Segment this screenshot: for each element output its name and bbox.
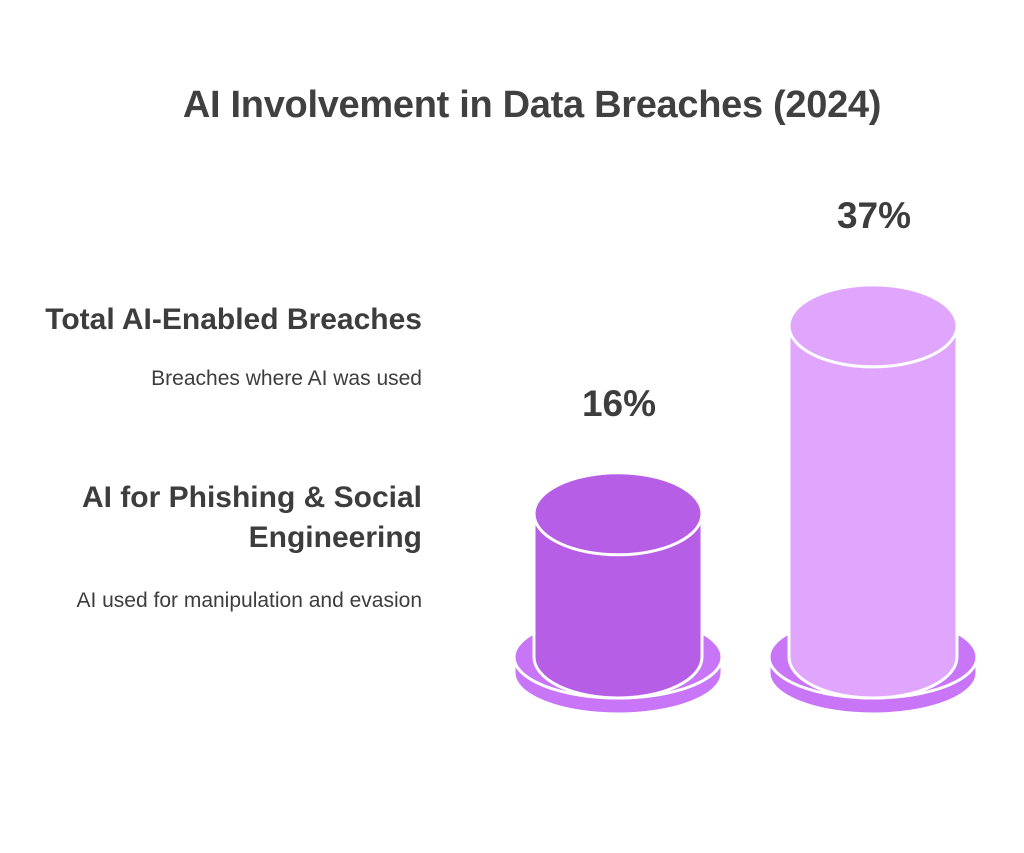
legend-item-total-ai-breaches: Total AI-Enabled Breaches Breaches where…: [42, 300, 422, 394]
bar-top-cap: [532, 471, 704, 557]
bar-top-cap: [787, 283, 959, 369]
legend-item-phishing-social-engineering: AI for Phishing & Social Engineering AI …: [22, 478, 422, 616]
bar: [532, 512, 704, 700]
legend-heading: AI for Phishing & Social Engineering: [81, 481, 422, 554]
bar-value-label: 16%: [582, 383, 656, 424]
bar: [787, 324, 959, 700]
legend-description: Breaches where AI was used: [151, 367, 422, 390]
legend-heading: Total AI-Enabled Breaches: [45, 303, 422, 336]
chart-title: AI Involvement in Data Breaches (2024): [182, 84, 882, 126]
bar-value-label: 37%: [837, 195, 911, 236]
legend-description: AI used for manipulation and evasion: [76, 589, 422, 612]
